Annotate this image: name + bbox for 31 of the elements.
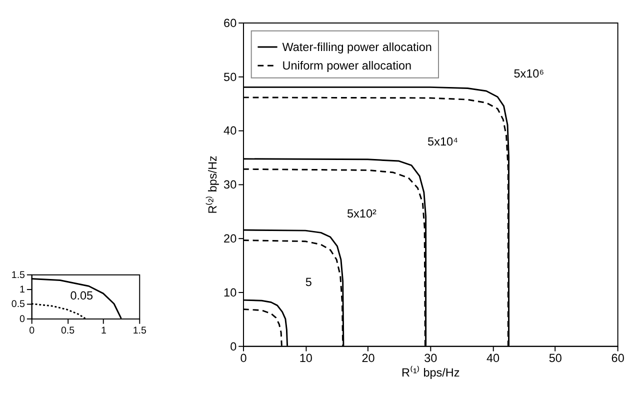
x-tick-label: 0.5 [60, 326, 76, 337]
x-tick-label: 40 [486, 352, 500, 366]
y-tick-label: 0 [230, 340, 238, 354]
y-tick-label: 60 [224, 16, 238, 30]
x-tick-label: 1 [100, 326, 106, 337]
y-axis-title: R⁽²⁾ bps/Hz [206, 155, 220, 214]
x-tick-label: 1.5 [132, 326, 147, 337]
x-tick-label: 0 [240, 352, 248, 366]
y-tick-label: 1.5 [11, 270, 26, 281]
legend-label: Uniform power allocation [282, 60, 412, 73]
y-tick-label: 10 [224, 286, 238, 300]
x-tick-label: 30 [424, 352, 438, 366]
x-tick-label: 20 [362, 352, 376, 366]
x-tick-label: 50 [548, 352, 562, 366]
x-tick-label: 60 [611, 352, 625, 366]
annotation: 5x10⁶ [514, 67, 544, 80]
x-tick-label: 0 [29, 326, 36, 337]
annotation: 5x10⁴ [428, 136, 458, 149]
annotation: 0.05 [70, 289, 94, 302]
y-tick-label: 30 [224, 178, 238, 192]
y-tick-label: 0 [20, 314, 26, 325]
y-tick-label: 40 [224, 124, 238, 138]
annotation: 5 [305, 276, 312, 289]
annotation: 5x10² [347, 207, 376, 220]
x-axis-title: R⁽¹⁾ bps/Hz [402, 366, 460, 380]
x-tick-label: 10 [299, 352, 313, 366]
y-tick-label: 50 [224, 70, 238, 84]
y-tick-label: 20 [224, 232, 238, 246]
y-tick-label: 0.5 [11, 299, 26, 310]
y-tick-label: 1 [20, 284, 25, 296]
legend-label: Water-filling power allocation [282, 40, 432, 54]
